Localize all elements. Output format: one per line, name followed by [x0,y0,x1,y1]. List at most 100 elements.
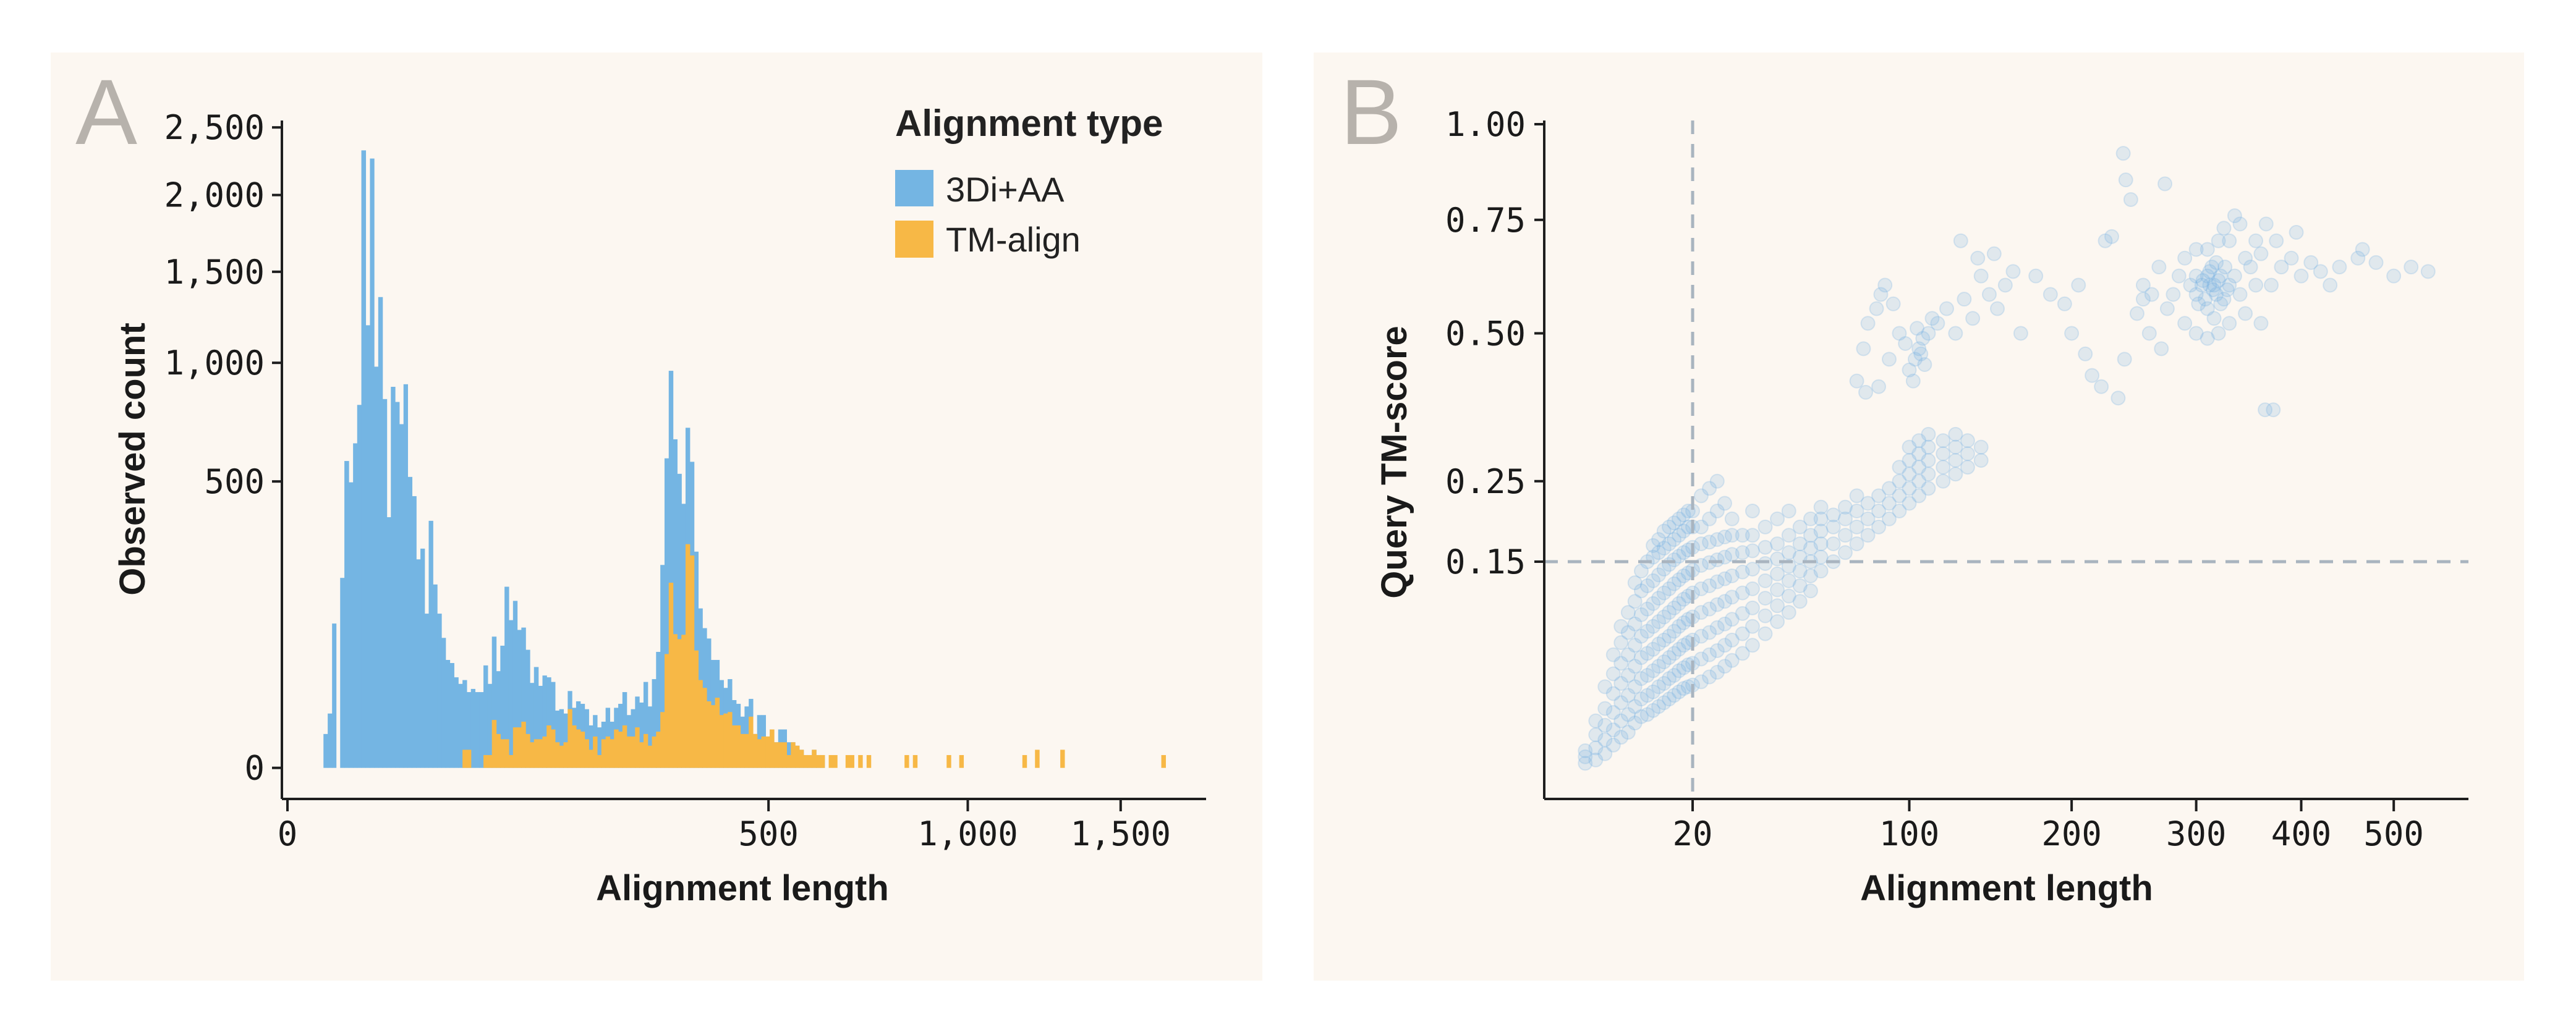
scatter-point [1709,532,1725,547]
scatter-point [2118,172,2133,188]
bar-tm-align [761,736,766,768]
scatter-point [1936,446,1951,462]
scatter-point [1960,460,1975,475]
scatter-point [1970,250,1986,266]
scatter-point [1676,545,1691,560]
scatter-point [1651,591,1667,606]
scatter-point [1921,481,1936,496]
y-axis-title: Query TM-score [1374,326,1414,599]
scatter-point [1735,626,1750,641]
scatter-point [1605,666,1621,682]
y-tick-label: 0.50 [1445,314,1526,353]
scatter-point [2248,277,2264,293]
scatter-point [1702,511,1717,526]
scatter-point [1597,717,1613,733]
scatter-point [1646,596,1661,611]
scatter-point [1620,625,1636,640]
bar-3di-aa [639,702,644,768]
scatter-point [2129,306,2145,321]
y-tick-label: 500 [204,462,265,501]
scatter-point [2232,287,2248,302]
scatter-point [1693,519,1709,534]
bar-tm-align [858,754,863,768]
scatter-point [2135,292,2151,307]
scatter-point [1639,623,1655,639]
bar-tm-align [491,720,497,768]
scatter-point [1627,638,1643,653]
scatter-point [1702,481,1717,496]
bar-3di-aa [441,638,446,768]
scatter-point [1646,573,1661,588]
scatter-point [1633,607,1649,622]
bar-tm-align [626,736,632,768]
scatter-point [2227,268,2242,284]
bar-tm-align [635,727,640,768]
scatter-point [1913,346,1929,361]
scatter-point [1676,660,1691,675]
scatter-point [2274,260,2289,275]
scatter-point [1627,594,1643,609]
bar-tm-align [533,739,539,768]
scatter-point [1671,596,1686,611]
scatter-point [1724,568,1740,583]
scatter-point [1892,503,1907,518]
bar-3di-aa [533,667,539,768]
bar-tm-align [807,754,812,768]
bar-tm-align [677,639,682,768]
bar-3di-aa [542,675,547,768]
scatter-point [1656,541,1672,556]
bar-tm-align [803,754,809,768]
scatter-point [1915,331,1931,346]
bar-3di-aa [559,709,564,768]
scatter-point [2183,277,2198,293]
bar-3di-aa [597,727,602,768]
legend: Alignment type 3Di+AA TM-align [895,103,1163,259]
scatter-point [1709,574,1725,589]
scatter-point [1588,752,1604,767]
scatter-point [2078,346,2093,361]
bar-3di-aa [370,158,375,768]
scatter-point [1973,268,1989,284]
scatter-point [1724,589,1740,605]
scatter-point [1651,699,1667,714]
scatter-point [1627,679,1643,695]
panel-a: A 0 500 1,000 1,500 2,000 2,500 0 500 1,000 1,50… [51,53,1262,981]
scatter-point [2253,246,2269,261]
scatter-point [1667,646,1682,661]
scatter-point [2355,242,2370,257]
scatter-point [1639,668,1655,683]
scatter-point [1662,581,1677,596]
legend-swatch-tm-align [895,221,933,258]
bar-3di-aa [470,688,475,768]
bar-3di-aa [643,682,648,768]
scatter-point [1633,671,1649,686]
bar-3di-aa [512,601,518,768]
bar-tm-align [521,721,526,768]
bar-tm-align [757,739,762,768]
bar-tm-align [710,705,716,768]
y-tick-label: 1,000 [164,344,265,382]
bar-3di-aa [340,578,345,768]
scatter-point [1907,352,1923,367]
scatter-point [1651,614,1667,630]
scatter-point [1803,511,1818,526]
scatter-point [1735,528,1750,543]
scatter-point [1639,688,1655,703]
scatter-point [2204,260,2219,275]
bar-tm-align [508,754,514,768]
bar-3di-aa [584,709,589,768]
scatter-point [2222,277,2237,293]
scatter-point [1735,564,1750,580]
scatter-point [1717,529,1732,544]
scatter-point [2166,287,2181,302]
scatter-point [1953,233,1968,248]
scatter-point [1871,503,1887,518]
scatter-point [1662,671,1677,686]
bar-3di-aa [673,439,678,768]
scatter-point [1803,541,1818,556]
scatter-point [2198,292,2213,307]
bar-tm-align [593,736,598,768]
bar-tm-align [614,729,619,768]
bar-3di-aa [656,651,661,768]
